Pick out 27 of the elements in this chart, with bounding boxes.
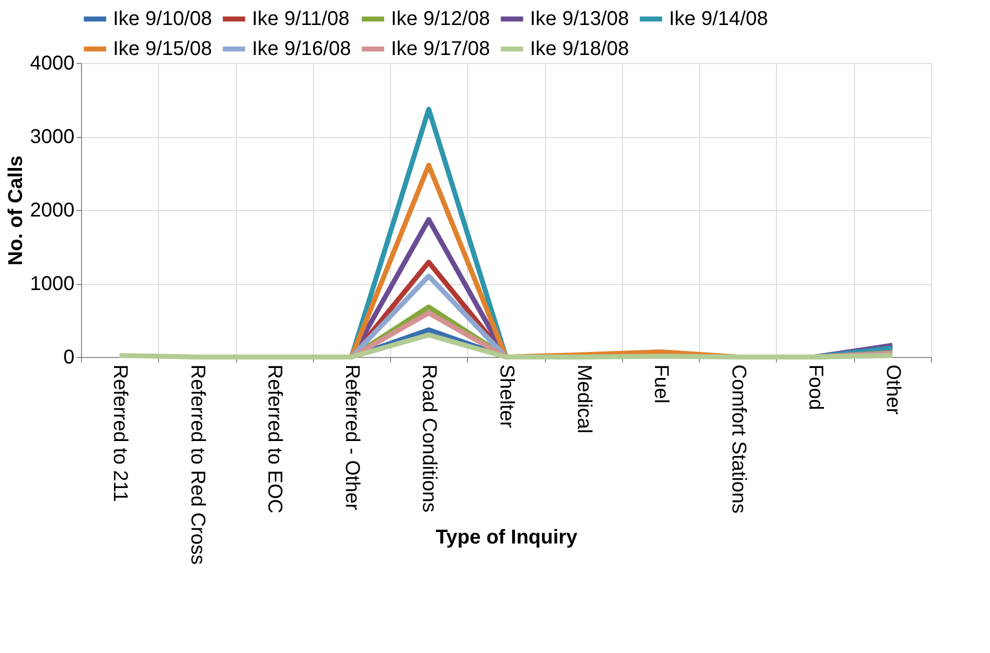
legend-label: Ike 9/18/08	[530, 38, 629, 60]
x-tick-label: Shelter	[496, 364, 518, 428]
x-tick-label: Comfort Stations	[727, 364, 750, 514]
legend-label: Ike 9/12/08	[391, 8, 490, 30]
x-tick-label: Medical	[572, 364, 595, 434]
x-tick-label: Food	[804, 364, 827, 410]
x-tick-label: Referred to 211	[109, 364, 132, 502]
x-tick-label: Fuel	[650, 364, 672, 404]
x-tick-label: Other	[882, 364, 904, 415]
x-tick-label: Referred to Red Cross	[186, 364, 208, 565]
y-tick-label: 0	[63, 346, 74, 368]
legend-label: Ike 9/15/08	[113, 38, 212, 60]
legend-label: Ike 9/11/08	[252, 8, 350, 30]
y-tick-label: 4000	[30, 52, 74, 74]
legend-label: Ike 9/14/08	[669, 8, 768, 30]
legend-label: Ike 9/17/08	[391, 38, 490, 60]
x-tick-label: Road Conditions	[418, 364, 440, 512]
y-tick-label: 3000	[30, 126, 74, 148]
legend-label: Ike 9/10/08	[113, 8, 212, 30]
x-tick-label: Referred to EOC	[264, 364, 286, 514]
legend-label: Ike 9/13/08	[530, 8, 629, 30]
y-axis-title: No. of Calls	[5, 155, 28, 266]
x-tick-label: Referred - Other	[340, 364, 363, 510]
y-tick-label: 2000	[30, 200, 74, 222]
x-axis-title: Type of Inquiry	[436, 526, 578, 548]
legend-label: Ike 9/16/08	[252, 38, 351, 60]
y-tick-label: 1000	[30, 273, 74, 295]
